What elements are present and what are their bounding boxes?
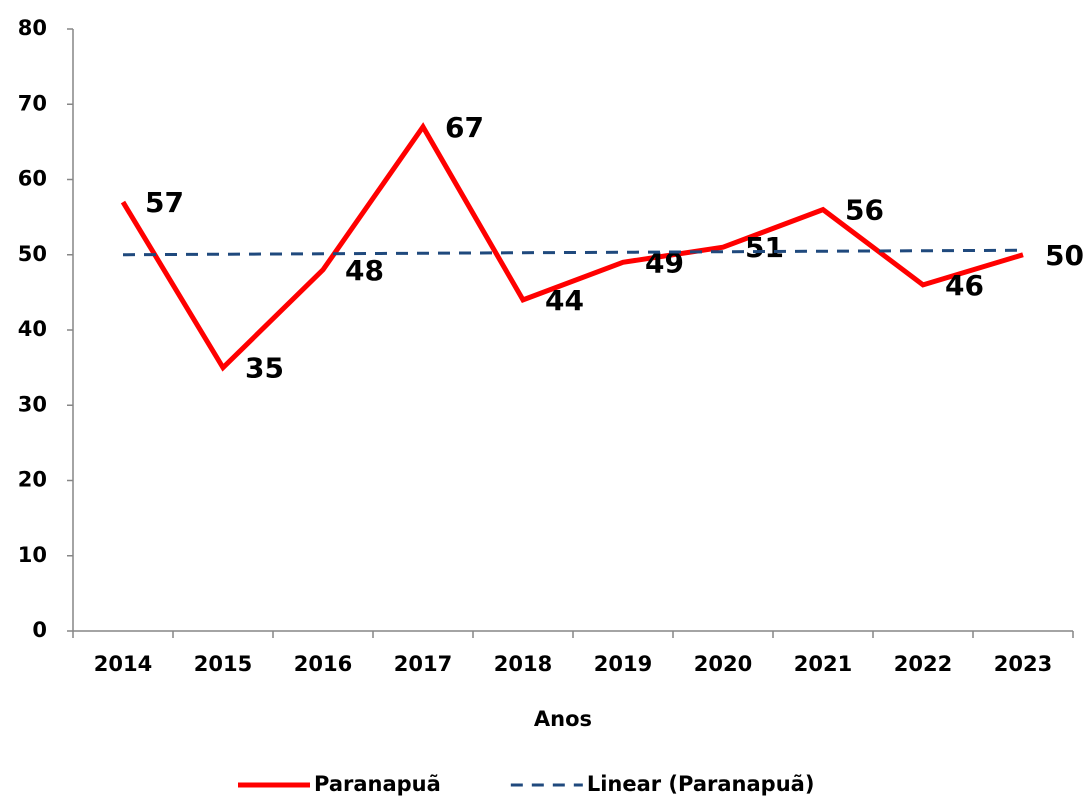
x-tick-label: 2022 bbox=[894, 652, 952, 676]
y-tick-label: 0 bbox=[32, 618, 47, 642]
data-label: 44 bbox=[545, 284, 584, 317]
y-tick-label: 80 bbox=[18, 16, 47, 40]
y-tick-label: 30 bbox=[18, 392, 47, 416]
y-tick-label: 10 bbox=[18, 543, 47, 567]
x-tick-label: 2014 bbox=[94, 652, 152, 676]
data-label: 67 bbox=[445, 111, 484, 144]
x-tick-label: 2017 bbox=[394, 652, 452, 676]
x-tick-label: 2021 bbox=[794, 652, 852, 676]
data-label: 56 bbox=[845, 194, 884, 227]
series-line bbox=[120, 122, 1024, 372]
trend-line bbox=[122, 248, 1024, 257]
y-tick-label: 20 bbox=[18, 468, 47, 492]
x-tick-label: 2018 bbox=[494, 652, 552, 676]
y-tick-label: 70 bbox=[18, 91, 47, 115]
x-axis-title: Anos bbox=[534, 707, 592, 731]
data-label: 46 bbox=[945, 269, 984, 302]
data-label: 51 bbox=[745, 231, 784, 264]
data-label: 50 bbox=[1045, 239, 1084, 272]
y-tick-label: 60 bbox=[18, 167, 47, 191]
data-label: 35 bbox=[245, 352, 284, 385]
data-label: 57 bbox=[145, 186, 184, 219]
x-tick-label: 2019 bbox=[594, 652, 652, 676]
y-tick-label: 40 bbox=[18, 317, 47, 341]
y-tick-label: 50 bbox=[18, 242, 47, 266]
data-label: 48 bbox=[345, 254, 384, 287]
x-tick-label: 2016 bbox=[294, 652, 352, 676]
x-tick-label: 2015 bbox=[194, 652, 252, 676]
x-tick-label: 2020 bbox=[694, 652, 752, 676]
x-tick-label: 2023 bbox=[994, 652, 1052, 676]
legend-label: Linear (Paranapuã) bbox=[587, 772, 815, 796]
legend-label: Paranapuã bbox=[314, 772, 441, 796]
